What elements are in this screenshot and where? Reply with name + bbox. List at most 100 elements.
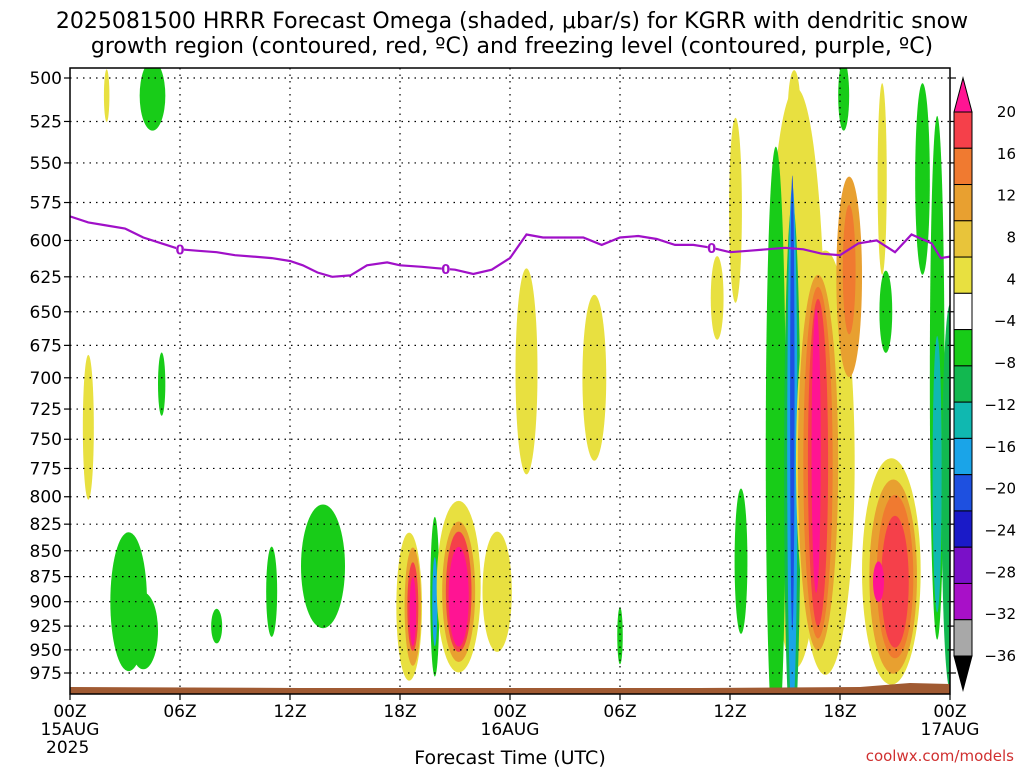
x-tick-label: 18Z xyxy=(823,702,856,722)
colorbar-label: −4 xyxy=(994,312,1016,330)
omega-cell xyxy=(301,504,345,629)
x-tick-label: 06Z xyxy=(163,702,196,722)
colorbar-bin xyxy=(953,256,973,294)
omega-cell xyxy=(266,546,278,637)
omega-cell xyxy=(734,488,748,634)
ground-strip xyxy=(70,683,950,694)
colorbar-bin xyxy=(953,401,973,439)
omega-cell xyxy=(515,268,538,475)
ground-surface xyxy=(70,683,950,694)
omega-cell xyxy=(211,608,223,644)
credit-text: coolwx.com/models xyxy=(866,747,1014,765)
colorbar-bin xyxy=(953,546,973,584)
freezing-level-contour: 0 0 0 xyxy=(70,215,950,278)
y-axis-ticks: 500 525 550 575 600 625 650 675 700 725 750 775 800 8… xyxy=(30,69,956,684)
omega-cell xyxy=(582,294,607,461)
y-tick-label: 775 xyxy=(30,459,62,479)
colorbar-label: 8 xyxy=(1006,229,1016,247)
colorbar-label: −32 xyxy=(984,605,1016,623)
omega-cell xyxy=(448,546,469,647)
colorbar-bin xyxy=(953,292,973,331)
colorbar-bin xyxy=(953,510,973,548)
colorbar-top-arrow xyxy=(953,76,973,113)
x-tick-year: 2025 xyxy=(46,738,89,758)
y-tick-label: 825 xyxy=(30,515,62,535)
x-tick-label: 12Z xyxy=(273,702,306,722)
grid-lines xyxy=(70,68,950,694)
omega-cell xyxy=(842,204,856,335)
colorbar-label: −28 xyxy=(984,563,1016,581)
x-tick-date: 17AUG xyxy=(921,720,980,740)
x-tick-label: 00Z xyxy=(493,702,526,722)
x-tick-date: 15AUG xyxy=(41,720,100,740)
omega-cell xyxy=(877,83,887,275)
y-tick-label: 550 xyxy=(30,154,62,174)
colorbar-label: −20 xyxy=(984,480,1016,498)
chart-title-line1: 2025081500 HRRR Forecast Omega (shaded, … xyxy=(56,9,968,34)
omega-cell xyxy=(617,607,623,665)
colorbar-label: −24 xyxy=(984,521,1016,539)
y-tick-label: 925 xyxy=(30,617,62,637)
omega-cell xyxy=(765,146,786,694)
colorbar-label: 12 xyxy=(997,187,1016,205)
omega-cell xyxy=(128,592,158,670)
y-tick-label: 975 xyxy=(30,664,62,684)
omega-cell xyxy=(915,83,930,275)
freezing-label: 0 xyxy=(175,243,184,258)
colorbar-label: 4 xyxy=(1006,270,1016,288)
omega-cell xyxy=(881,515,909,648)
chart-title-line2: growth region (contoured, red, ºC) and f… xyxy=(91,34,933,59)
colorbar-label: −12 xyxy=(984,396,1016,414)
colorbar-label: 20 xyxy=(997,103,1016,121)
omega-cell xyxy=(82,354,94,500)
x-axis-label: Forecast Time (UTC) xyxy=(414,747,605,768)
omega-cell xyxy=(710,256,724,340)
omega-cell xyxy=(941,304,950,689)
x-tick-date: 16AUG xyxy=(481,720,540,740)
y-tick-label: 875 xyxy=(30,568,62,588)
omega-cell xyxy=(811,309,821,593)
y-tick-label: 575 xyxy=(30,194,62,214)
omega-cell xyxy=(103,69,110,122)
colorbar-bottom-arrow xyxy=(953,655,973,692)
omega-cell xyxy=(879,270,893,353)
omega-cell xyxy=(409,577,417,646)
freezing-label-bg xyxy=(441,261,450,276)
x-tick-label: 00Z xyxy=(933,702,966,722)
y-tick-label: 650 xyxy=(30,303,62,323)
y-tick-label: 625 xyxy=(30,268,62,288)
colorbar-bin xyxy=(953,147,973,186)
freezing-label: 0 xyxy=(707,242,716,257)
x-tick-label: 00Z xyxy=(53,702,86,722)
colorbar-label: −16 xyxy=(984,438,1016,456)
colorbar-bin xyxy=(953,220,973,258)
y-tick-label: 525 xyxy=(30,112,62,132)
omega-cell xyxy=(482,531,512,652)
y-tick-label: 850 xyxy=(30,542,62,562)
colorbar: 20 16 12 8 4 −4 −8 −12 −16 −20 −24 −28 −32 −36 xyxy=(953,76,1016,692)
colorbar-label: −8 xyxy=(994,354,1016,372)
omega-cell xyxy=(729,117,742,303)
y-tick-label: 950 xyxy=(30,641,62,661)
omega-cell xyxy=(787,70,801,156)
omega-cell xyxy=(158,352,166,416)
freezing-level-line xyxy=(70,215,950,278)
colorbar-bin xyxy=(953,111,973,149)
x-tick-label: 12Z xyxy=(713,702,746,722)
omega-cell xyxy=(873,561,884,602)
y-tick-label: 675 xyxy=(30,336,62,356)
y-tick-label: 500 xyxy=(30,69,62,89)
omega-cell xyxy=(932,336,942,613)
freezing-label: 0 xyxy=(441,263,450,278)
omega-cell xyxy=(139,68,166,131)
y-tick-label: 800 xyxy=(30,488,62,508)
y-tick-label: 600 xyxy=(30,231,62,251)
x-tick-label: 18Z xyxy=(383,702,416,722)
freezing-label-bg xyxy=(707,240,716,255)
y-tick-label: 700 xyxy=(30,369,62,389)
colorbar-bin xyxy=(953,619,973,657)
colorbar-bin xyxy=(953,582,973,621)
y-tick-label: 725 xyxy=(30,400,62,420)
